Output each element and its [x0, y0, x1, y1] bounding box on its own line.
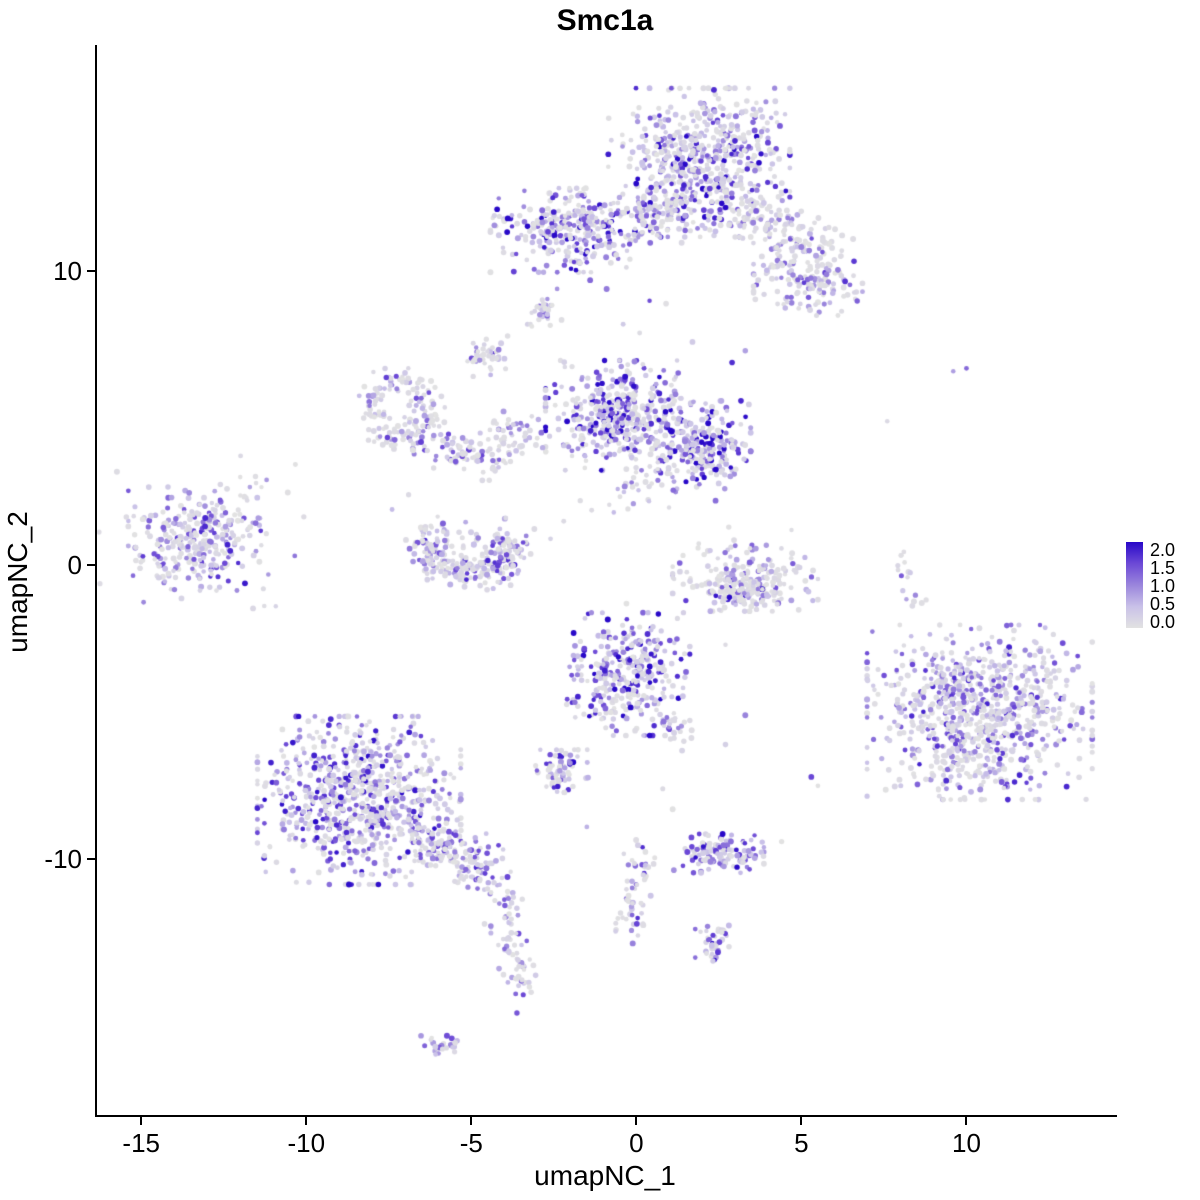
x-tick-mark	[140, 1117, 143, 1125]
y-tick-label: -10	[44, 844, 82, 875]
y-tick-mark	[87, 858, 95, 861]
legend-label: 0.0	[1150, 612, 1176, 632]
color-legend: 2.0 1.5 1.0 0.5 0.0	[1126, 540, 1198, 640]
x-tick-mark	[965, 1117, 968, 1125]
legend-label: 1.5	[1150, 558, 1176, 578]
plot-title: Smc1a	[556, 4, 654, 37]
x-tick-label: -15	[122, 1128, 160, 1158]
legend-label: 2.0	[1150, 540, 1176, 560]
x-tick-mark	[635, 1117, 638, 1125]
legend-label: 1.0	[1150, 576, 1176, 596]
legend-gradient-bar	[1126, 542, 1143, 628]
y-axis-title: umapNC_2	[2, 511, 33, 653]
x-tick-label: 0	[629, 1128, 644, 1158]
x-tick-mark	[470, 1117, 473, 1125]
x-tick-label: 5	[794, 1128, 809, 1158]
x-tick-mark	[800, 1117, 803, 1125]
x-tick-label: -5	[459, 1128, 483, 1158]
y-tick-label: 10	[53, 256, 82, 287]
x-axis-line	[95, 1115, 1117, 1117]
y-tick-mark	[87, 564, 95, 567]
y-tick-label: 0	[67, 550, 82, 581]
x-tick-label: 10	[951, 1128, 981, 1158]
x-tick-mark	[305, 1117, 308, 1125]
y-tick-mark	[87, 270, 95, 273]
x-tick-label: -10	[287, 1128, 326, 1158]
legend-label: 0.5	[1150, 594, 1176, 614]
y-axis-line	[95, 45, 97, 1117]
x-axis-title: umapNC_1	[534, 1160, 676, 1191]
